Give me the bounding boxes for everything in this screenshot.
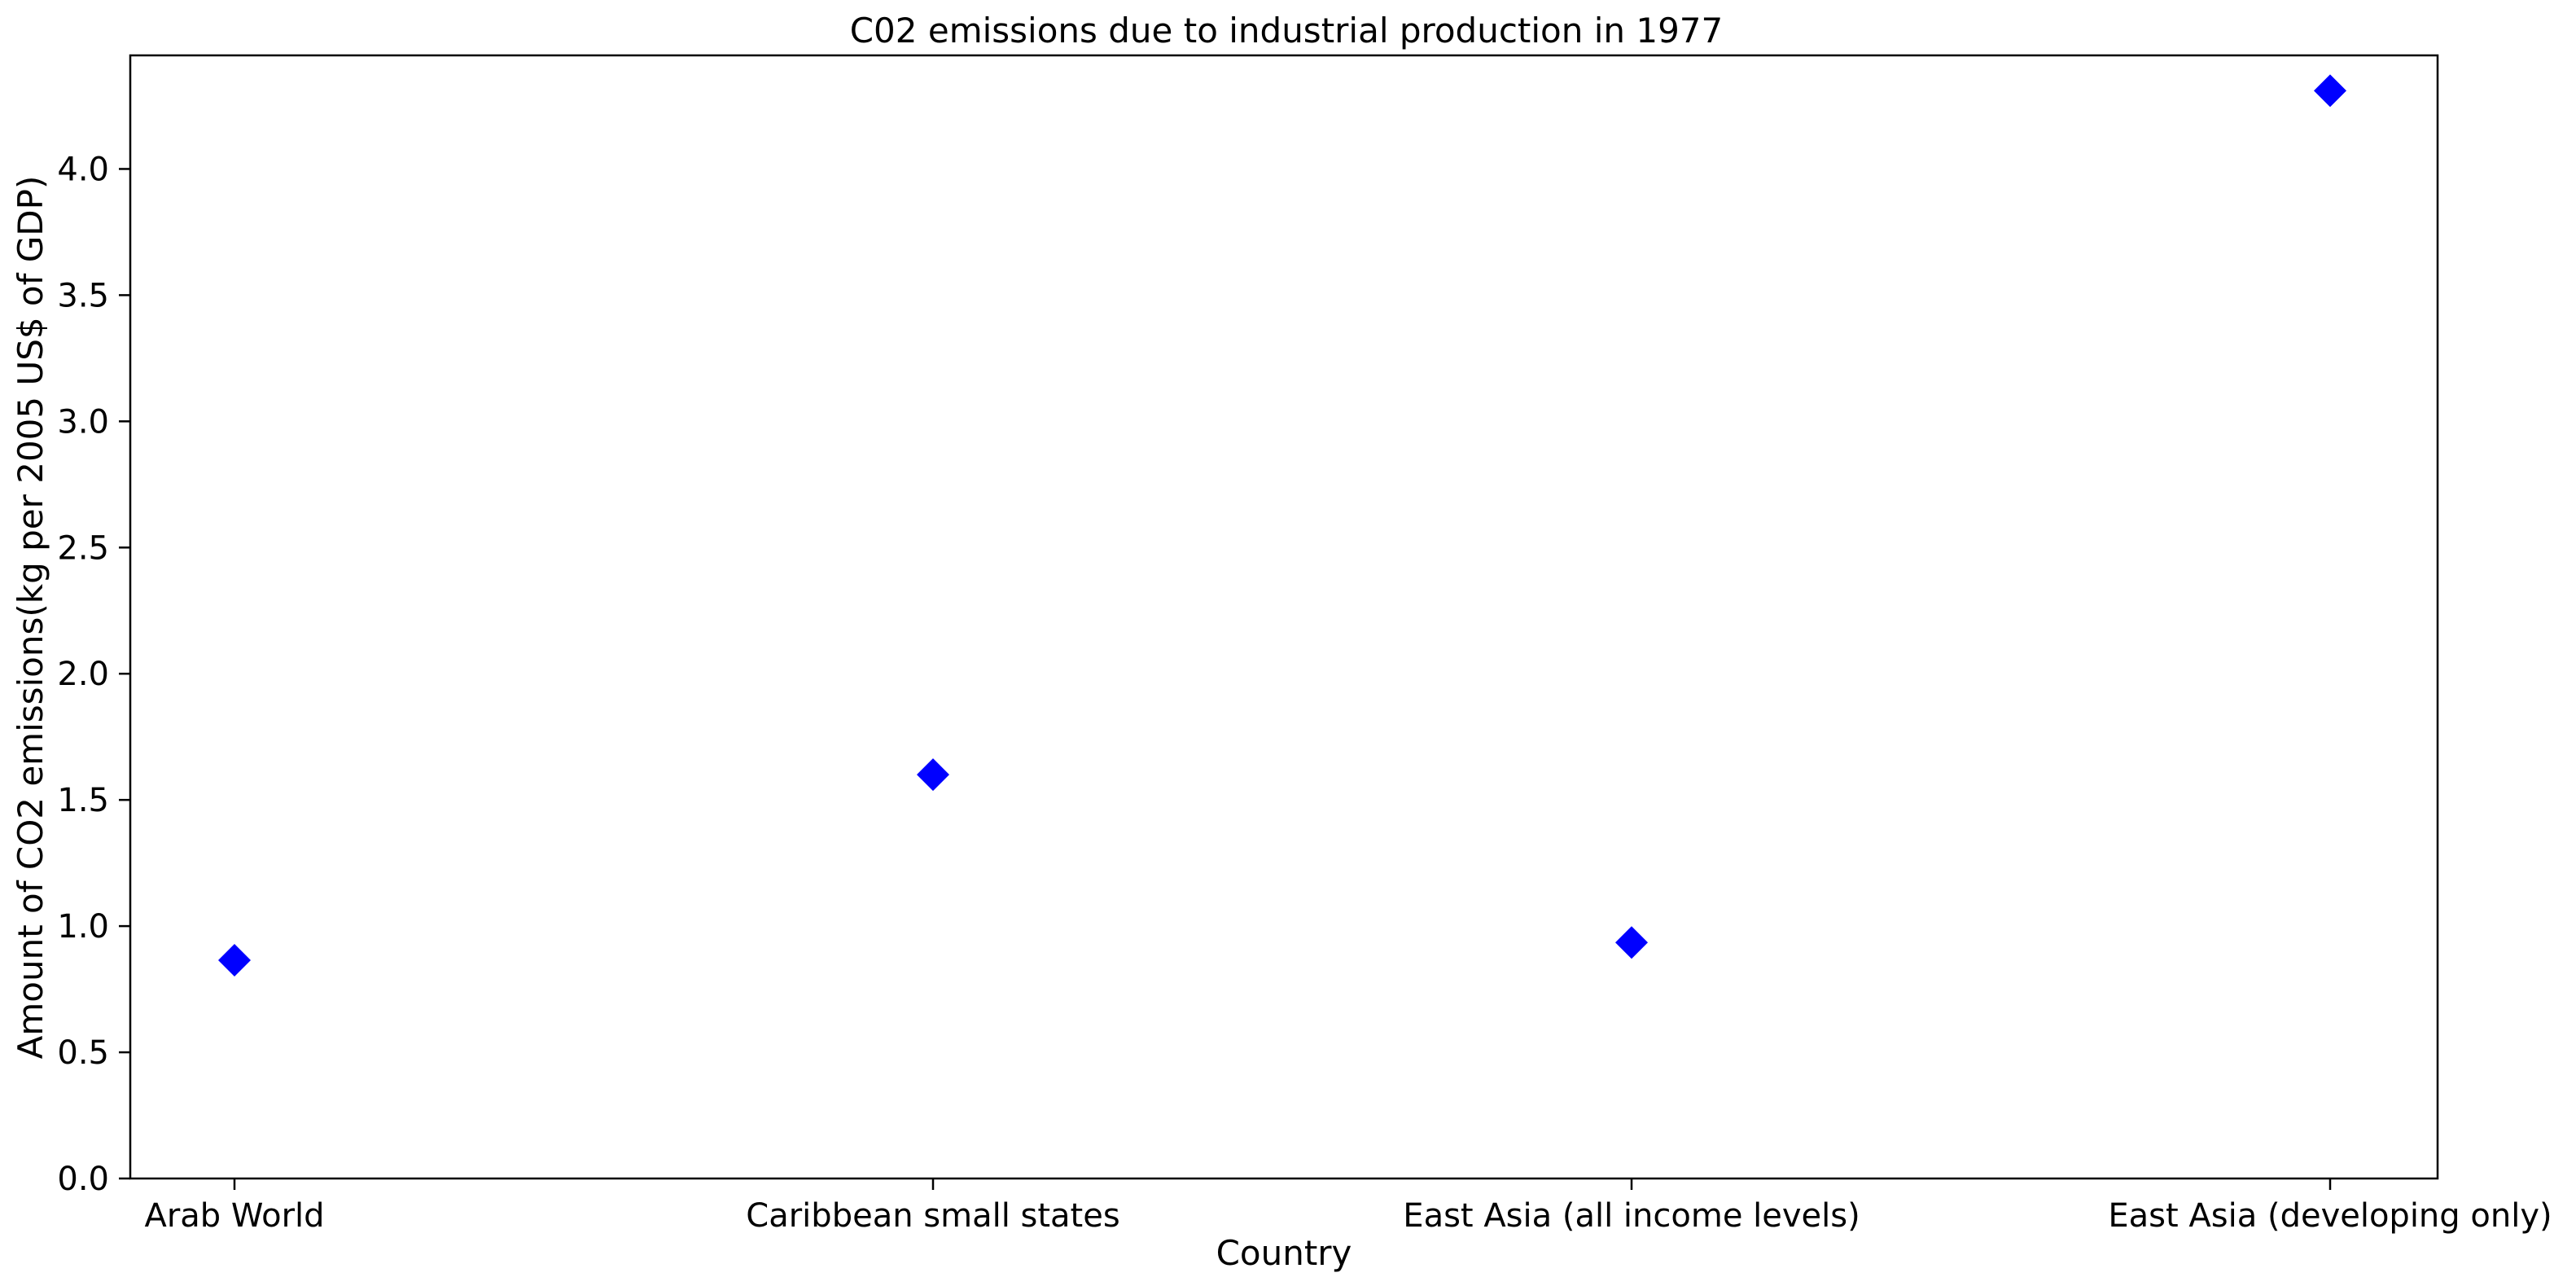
x-tick-label: Arab World — [144, 1197, 324, 1235]
y-tick-label: 3.0 — [57, 403, 109, 441]
y-tick-label: 1.0 — [57, 908, 109, 946]
data-point-diamond — [917, 758, 949, 792]
y-tick-label: 0.0 — [57, 1161, 109, 1198]
y-tick-label: 4.0 — [57, 151, 109, 188]
x-axis-label: Country — [1216, 1233, 1352, 1273]
y-tick-label: 2.5 — [57, 529, 109, 567]
y-tick-label: 0.5 — [57, 1034, 109, 1072]
y-axis-ticks: 0.0 0.5 1.0 1.5 2.0 2.5 3.0 3.5 4.0 — [57, 151, 130, 1198]
y-axis-label: Amount of CO2 emissions(kg per 2005 US$ … — [11, 176, 50, 1060]
data-point-diamond — [1615, 926, 1648, 959]
data-point-diamond — [2314, 74, 2346, 108]
plot-area-frame — [129, 54, 2439, 1180]
x-axis-ticks: Arab World Caribbean small states East Asi… — [144, 1178, 2552, 1235]
y-tick-label: 1.5 — [57, 782, 109, 819]
data-point-diamond — [218, 943, 251, 977]
data-points — [218, 74, 2346, 977]
x-tick-label: East Asia (all income levels) — [1403, 1197, 1860, 1235]
y-tick-label: 2.0 — [57, 656, 109, 693]
x-tick-label: East Asia (developing only) — [2108, 1197, 2552, 1235]
chart-title: C02 emissions due to industrial producti… — [850, 11, 1724, 50]
y-tick-label: 3.5 — [57, 277, 109, 314]
x-tick-label: Caribbean small states — [746, 1197, 1119, 1235]
